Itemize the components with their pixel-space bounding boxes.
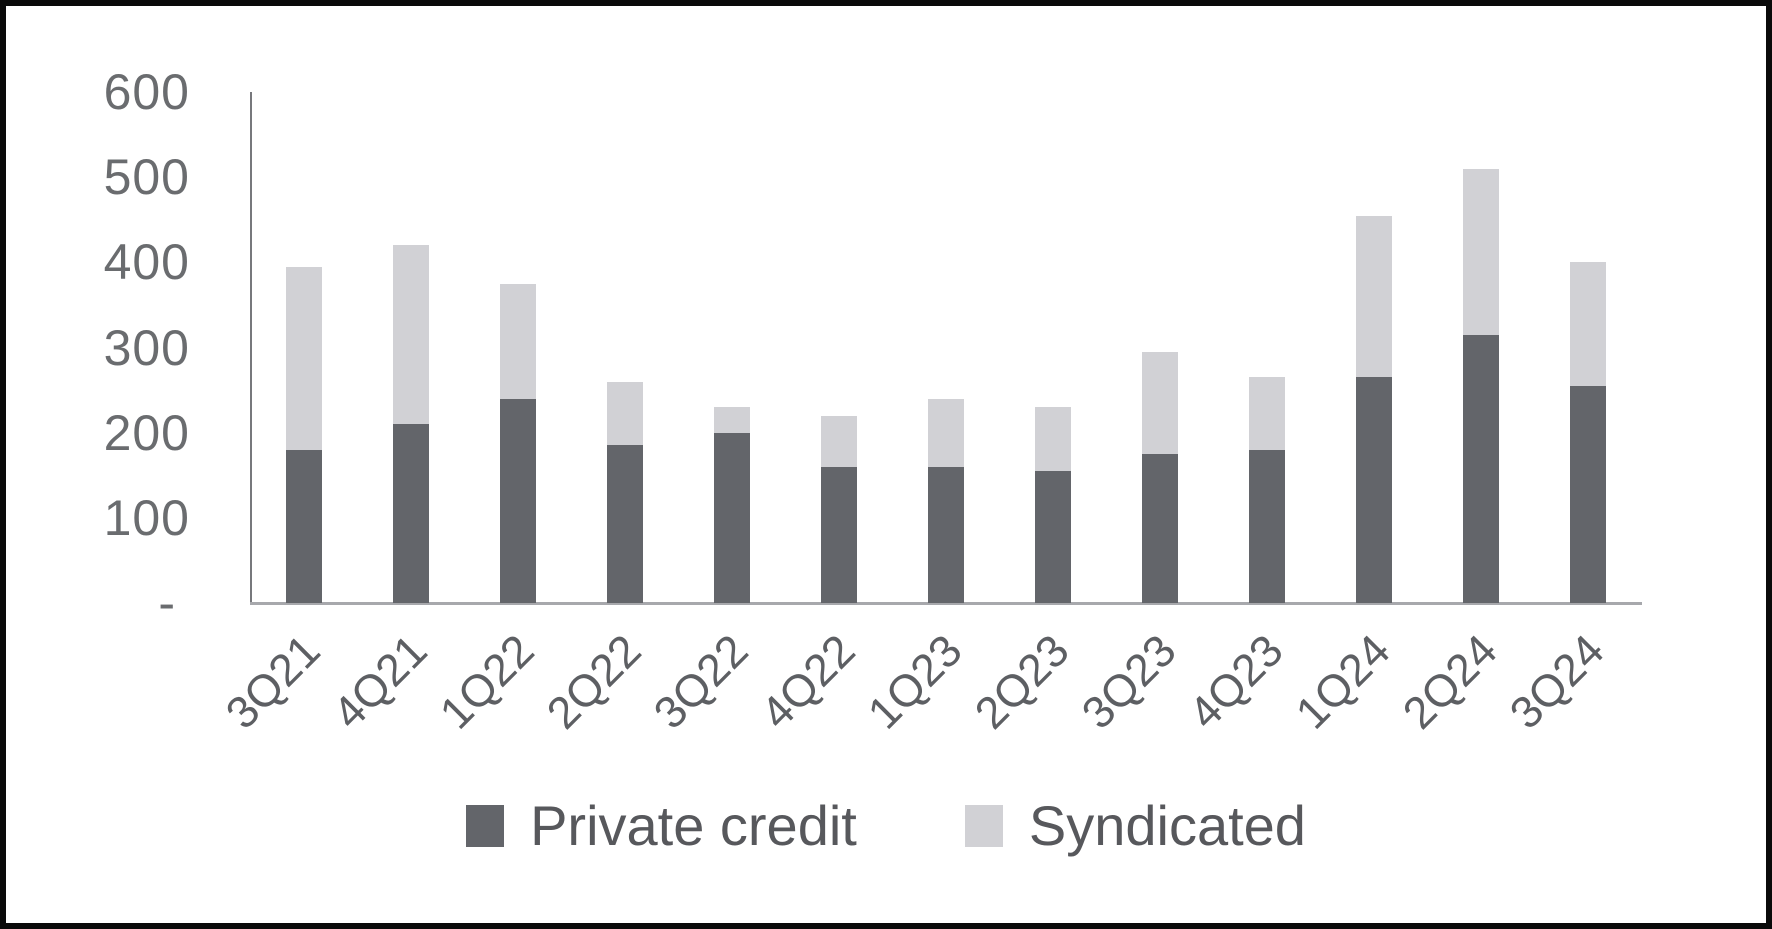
- bar-segment-private-credit-2q23: [1035, 471, 1072, 603]
- bar-segment-syndicated-2q24: [1463, 168, 1500, 335]
- bar-stack-4q21: [392, 245, 429, 603]
- bar-segment-private-credit-3q23: [1142, 453, 1179, 603]
- bar-segment-private-credit-3q24: [1570, 385, 1607, 603]
- bar-segment-private-credit-1q24: [1356, 377, 1393, 603]
- bar-segment-private-credit-4q23: [1249, 449, 1286, 603]
- bar-segment-syndicated-1q22: [499, 283, 536, 399]
- y-axis-line: [250, 92, 252, 603]
- plot-area: [250, 92, 1642, 605]
- bar-stack-2q24: [1463, 168, 1500, 603]
- y-tick-label-400: 400: [103, 234, 190, 291]
- y-tick-label-600: 600: [103, 64, 190, 120]
- bar-segment-private-credit-3q22: [713, 432, 750, 603]
- x-axis-line: [250, 602, 1642, 605]
- y-tick-label-200: 200: [103, 404, 190, 461]
- bar-stack-1q23: [928, 398, 964, 603]
- bar-segment-private-credit-4q21: [392, 424, 429, 603]
- bar-segment-syndicated-2q22: [606, 381, 643, 446]
- bar-stack-1q24: [1356, 215, 1393, 603]
- bar-segment-syndicated-4q23: [1249, 377, 1286, 450]
- bar-segment-syndicated-1q23: [928, 398, 964, 467]
- bar-segment-syndicated-3q21: [285, 266, 322, 450]
- bar-segment-syndicated-4q21: [392, 245, 429, 425]
- legend: Private credit Syndicated: [6, 798, 1766, 854]
- legend-label-syndicated: Syndicated: [1028, 794, 1306, 857]
- bar-stack-1q22: [499, 283, 536, 603]
- bar-segment-private-credit-2q24: [1463, 334, 1500, 603]
- y-tick-label-0: -: [158, 575, 176, 631]
- bar-segment-syndicated-2q23: [1035, 407, 1072, 471]
- bar-segment-syndicated-3q23: [1142, 351, 1179, 454]
- bar-stack-4q23: [1249, 377, 1286, 603]
- bar-segment-private-credit-4q22: [820, 466, 857, 603]
- bar-segment-private-credit-2q22: [606, 445, 643, 603]
- bar-segment-private-credit-1q22: [499, 398, 536, 603]
- bar-segment-syndicated-4q22: [820, 415, 857, 467]
- legend-item-private-credit: Private credit: [466, 798, 857, 854]
- legend-swatch-private-credit: [466, 805, 505, 847]
- legend-label-private-credit: Private credit: [530, 794, 857, 857]
- bar-segment-syndicated-3q22: [713, 407, 750, 433]
- bar-stack-2q22: [606, 381, 643, 603]
- bar-stack-3q23: [1142, 351, 1179, 603]
- legend-swatch-syndicated: [964, 805, 1003, 847]
- y-tick-label-300: 300: [103, 319, 190, 376]
- bar-stack-4q22: [820, 415, 857, 603]
- y-tick-label-100: 100: [103, 489, 190, 546]
- bar-segment-syndicated-1q24: [1356, 215, 1393, 378]
- bar-stack-3q21: [285, 266, 322, 603]
- bar-stack-3q24: [1570, 262, 1607, 603]
- bar-stack-2q23: [1035, 407, 1072, 603]
- y-tick-label-500: 500: [103, 149, 190, 206]
- bar-segment-private-credit-3q21: [285, 449, 322, 603]
- legend-item-syndicated: Syndicated: [964, 794, 1306, 857]
- bar-segment-syndicated-3q24: [1570, 262, 1607, 386]
- bar-stack-3q22: [713, 407, 750, 603]
- bar-segment-private-credit-1q23: [928, 466, 964, 603]
